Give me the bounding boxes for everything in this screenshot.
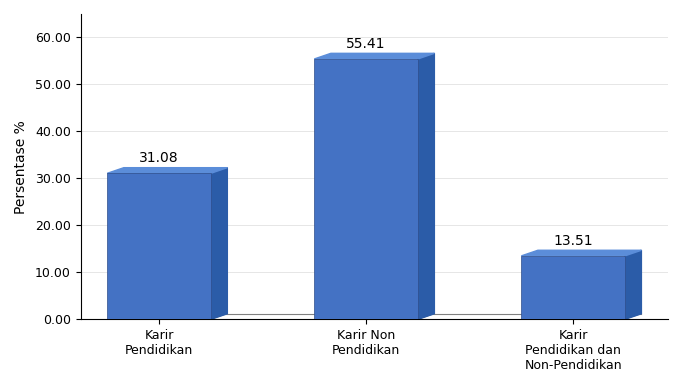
Polygon shape: [625, 250, 641, 319]
Polygon shape: [211, 168, 227, 319]
Bar: [107, 173, 211, 319]
Bar: [314, 59, 418, 319]
Text: 31.08: 31.08: [139, 151, 179, 165]
Polygon shape: [521, 250, 641, 256]
Polygon shape: [314, 53, 434, 59]
Text: 55.41: 55.41: [346, 37, 386, 51]
Bar: [521, 256, 625, 319]
Text: 13.51: 13.51: [553, 234, 593, 248]
Polygon shape: [107, 168, 227, 173]
Y-axis label: Persentase %: Persentase %: [14, 120, 28, 213]
Polygon shape: [418, 53, 434, 319]
